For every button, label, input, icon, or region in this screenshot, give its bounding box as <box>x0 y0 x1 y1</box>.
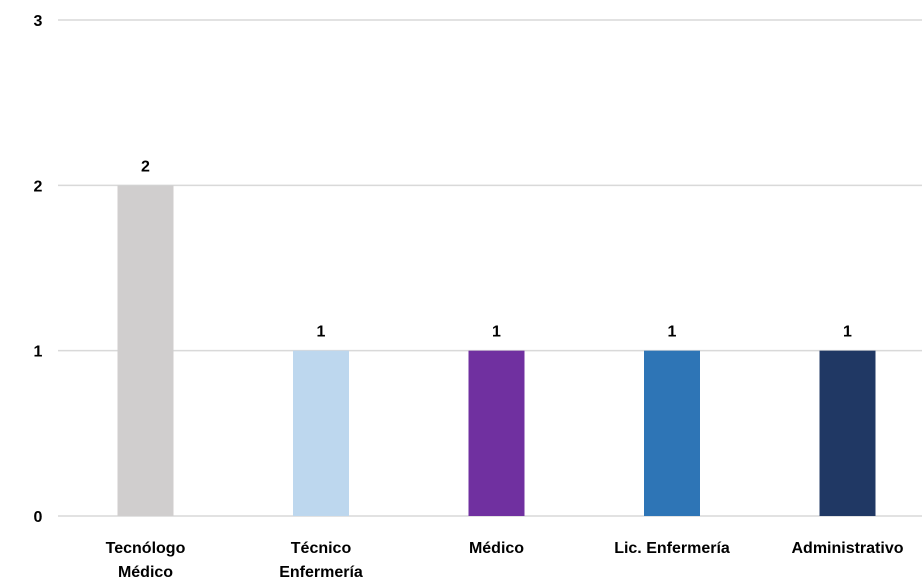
x-axis-category-labels: Tecnólogo Médico Técnico Enfermería Médico Li… <box>106 540 904 581</box>
category-label: Técnico Enfermería <box>279 540 363 581</box>
bar <box>293 350 349 516</box>
y-tick-label: 2 <box>34 178 43 195</box>
data-label: 2 <box>141 158 150 175</box>
data-labels: 2 1 1 1 1 <box>141 158 852 340</box>
y-axis-tick-labels: 0 1 2 3 <box>34 13 43 526</box>
y-tick-label: 1 <box>34 344 43 361</box>
data-label: 1 <box>492 324 501 341</box>
bar <box>644 350 700 516</box>
bar <box>117 185 174 517</box>
category-label: Administrativo <box>791 540 903 557</box>
data-label: 1 <box>668 324 677 341</box>
bars <box>117 185 876 517</box>
y-tick-label: 0 <box>34 509 43 526</box>
data-label: 1 <box>843 324 852 341</box>
bar <box>819 350 876 516</box>
bar <box>468 350 525 516</box>
data-label: 1 <box>317 324 326 341</box>
category-label: Tecnólogo Médico <box>106 540 186 581</box>
y-tick-label: 3 <box>34 13 43 30</box>
category-label: Lic. Enfermería <box>614 540 730 557</box>
category-label: Médico <box>469 540 524 557</box>
